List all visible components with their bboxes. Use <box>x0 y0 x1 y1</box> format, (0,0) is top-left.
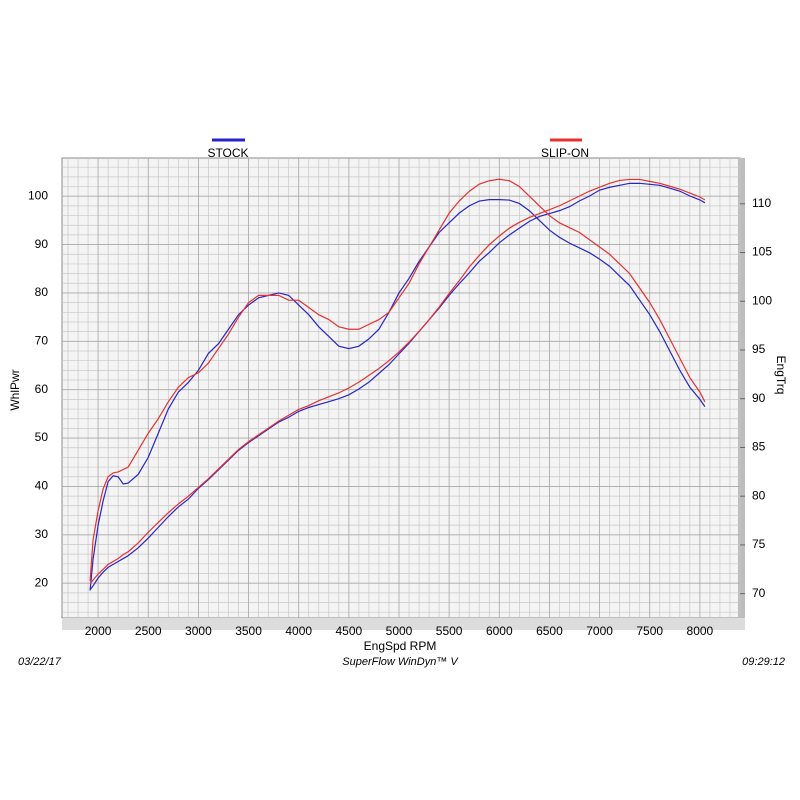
y-tick-label: 90 <box>35 237 49 251</box>
y2-tick-label: 85 <box>752 440 766 454</box>
x-tick-label: 4000 <box>285 624 312 638</box>
axis-strip <box>738 158 745 618</box>
x-axis-label: EngSpd RPM <box>364 639 437 653</box>
y2-tick-label: 95 <box>752 342 766 356</box>
y-tick-label: 70 <box>35 333 49 347</box>
y-axis-label: WhlPwr <box>8 369 22 410</box>
legend-label: SLIP-ON <box>541 146 589 160</box>
grid <box>62 158 741 618</box>
y2-tick-label: 90 <box>752 391 766 405</box>
y2-tick-label: 70 <box>752 586 766 600</box>
legend-label: STOCK <box>207 146 248 160</box>
plot-area <box>61 157 741 619</box>
x-axis-band <box>62 618 745 630</box>
x-tick-label: 6500 <box>536 624 563 638</box>
footer-time: 09:29:12 <box>742 656 785 668</box>
y-tick-label: 60 <box>35 382 49 396</box>
x-tick-label: 2000 <box>85 624 112 638</box>
power-line <box>89 199 706 591</box>
y-tick-label: 50 <box>35 430 49 444</box>
torque-line <box>89 182 706 591</box>
x-tick-label: 5000 <box>386 624 413 638</box>
x-tick-label: 7500 <box>636 624 663 638</box>
footer-software: SuperFlow WinDyn™ V <box>342 656 459 668</box>
x-tick-label: 6000 <box>486 624 513 638</box>
x-tick-label: 5500 <box>436 624 463 638</box>
x-tick-label: 3000 <box>185 624 212 638</box>
y-tick-label: 30 <box>35 527 49 541</box>
footer-date: 03/22/17 <box>18 656 62 668</box>
y2-tick-label: 110 <box>752 196 771 210</box>
y2-tick-label: 80 <box>752 488 766 502</box>
x-tick-label: 4500 <box>335 624 362 638</box>
torque-line <box>89 178 706 585</box>
x-tick-label: 8000 <box>687 624 714 638</box>
x-tick-label: 3500 <box>235 624 262 638</box>
y-tick-label: 100 <box>28 188 48 202</box>
lines <box>89 178 706 591</box>
y-tick-label: 80 <box>35 285 49 299</box>
y2-tick-label: 105 <box>752 245 772 259</box>
y-tick-label: 20 <box>35 575 49 589</box>
y2-tick-label: 100 <box>752 293 772 307</box>
x-tick-label: 7000 <box>586 624 613 638</box>
y2-axis-label: EngTrq <box>774 356 788 395</box>
y-tick-label: 40 <box>35 479 49 493</box>
x-tick-label: 2500 <box>135 624 162 638</box>
power-line <box>89 178 706 581</box>
y2-tick-label: 75 <box>752 537 766 551</box>
